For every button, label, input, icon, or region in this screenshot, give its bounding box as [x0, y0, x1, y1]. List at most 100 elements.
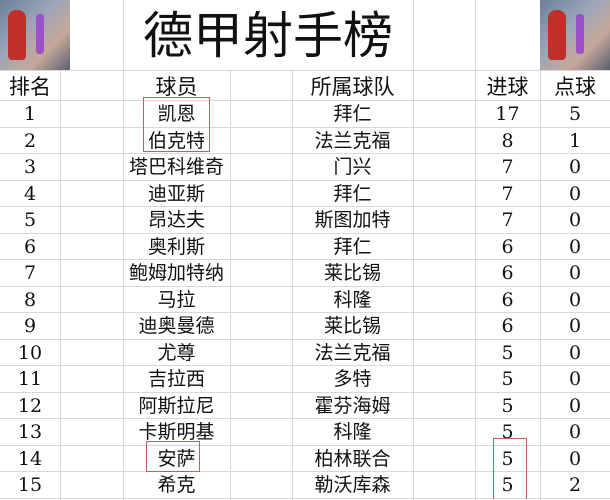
grid-line	[0, 100, 610, 101]
cell-rank: 5	[23, 209, 37, 231]
grid-line	[0, 312, 610, 313]
cell-penalties: 1	[568, 129, 582, 152]
grid-line	[0, 180, 610, 181]
grid-line	[292, 70, 293, 500]
cell-penalties: 0	[568, 341, 582, 364]
header-rank: 排名	[9, 75, 51, 99]
cell-goals: 6	[501, 235, 514, 258]
cell-penalties: 0	[568, 315, 582, 337]
cell-rank: 11	[17, 368, 43, 390]
grid-line	[0, 365, 610, 366]
grid-line	[0, 418, 610, 419]
cell-player: 昂达夫	[147, 209, 205, 231]
cell-player: 伯克特	[147, 129, 205, 152]
cell-rank: 15	[17, 474, 43, 496]
cell-goals: 6	[501, 262, 514, 284]
cell-player: 吉拉西	[147, 368, 205, 390]
grid-line	[60, 0, 61, 500]
grid-line	[0, 445, 610, 446]
header-team: 所属球队	[310, 75, 395, 99]
grid-line	[540, 0, 541, 500]
cell-goals: 6	[501, 315, 514, 337]
cell-team: 拜仁	[333, 235, 372, 258]
cell-team: 多特	[333, 368, 372, 390]
header-player: 球员	[155, 75, 198, 99]
cell-team: 斯图加特	[314, 209, 391, 231]
cell-rank: 7	[23, 262, 37, 284]
cell-team: 门兴	[333, 156, 372, 178]
cell-player: 鲍姆加特纳	[128, 262, 224, 284]
cell-team: 法兰克福	[314, 341, 391, 364]
cell-rank: 14	[17, 447, 43, 470]
highlight-box	[146, 441, 200, 472]
cell-rank: 4	[23, 182, 37, 205]
cell-player: 安萨	[157, 447, 196, 470]
cell-rank: 13	[17, 421, 43, 443]
cell-player: 尤尊	[157, 341, 196, 364]
cell-penalties: 0	[568, 209, 582, 231]
cartoon-image-right	[540, 0, 610, 70]
cell-rank: 9	[23, 315, 37, 337]
grid-line	[0, 70, 610, 71]
highlight-box	[143, 97, 210, 152]
cell-team: 柏林联合	[314, 447, 391, 470]
cell-player: 希克	[157, 474, 196, 496]
cell-team: 法兰克福	[314, 129, 391, 152]
cell-team: 拜仁	[333, 103, 372, 125]
cell-penalties: 0	[568, 235, 582, 258]
page-title: 德甲射手榜	[143, 7, 393, 65]
cell-goals: 7	[501, 182, 514, 205]
cell-rank: 10	[17, 341, 43, 364]
cell-team: 霍芬海姆	[314, 394, 391, 417]
cell-team: 科隆	[333, 288, 372, 311]
cell-rank: 2	[23, 129, 37, 152]
grid-line	[0, 339, 610, 340]
grid-line	[0, 153, 610, 154]
cell-goals: 17	[495, 103, 520, 125]
cell-penalties: 0	[568, 288, 582, 311]
cell-player: 阿斯拉尼	[138, 394, 215, 417]
cell-penalties: 0	[568, 394, 582, 417]
cell-player: 迪亚斯	[147, 182, 205, 205]
cell-rank: 3	[23, 156, 37, 178]
cell-player: 马拉	[157, 288, 196, 311]
cell-penalties: 5	[568, 103, 582, 125]
cell-team: 莱比锡	[323, 315, 381, 337]
cell-goals: 8	[501, 129, 514, 152]
highlight-box	[493, 438, 527, 499]
grid-line	[475, 0, 476, 500]
cell-penalties: 2	[568, 474, 582, 496]
cell-goals: 5	[501, 421, 514, 443]
cell-team: 科隆	[333, 421, 372, 443]
cell-player: 凯恩	[157, 103, 196, 125]
cell-penalties: 0	[568, 447, 582, 470]
header-penalties: 点球	[554, 75, 596, 99]
cell-player: 迪奥曼德	[138, 315, 215, 337]
cell-penalties: 0	[568, 262, 582, 284]
header-goals: 进球	[486, 75, 529, 99]
cell-goals: 5	[501, 368, 514, 390]
cell-rank: 8	[23, 288, 37, 311]
cell-goals: 6	[501, 288, 514, 311]
cell-player: 卡斯明基	[138, 421, 215, 443]
cell-goals: 7	[501, 156, 514, 178]
grid-line	[413, 0, 414, 500]
grid-line	[0, 259, 610, 260]
grid-line	[0, 392, 610, 393]
cell-rank: 12	[17, 394, 43, 417]
cell-goals: 7	[501, 209, 514, 231]
grid-line	[0, 233, 610, 234]
grid-line	[123, 0, 124, 500]
cell-penalties: 0	[568, 368, 582, 390]
cell-penalties: 0	[568, 182, 582, 205]
cartoon-image-left	[0, 0, 70, 70]
cell-player: 奥利斯	[147, 235, 205, 258]
cell-penalties: 0	[568, 156, 582, 178]
cell-team: 拜仁	[333, 182, 372, 205]
grid-line	[0, 127, 610, 128]
grid-line	[0, 471, 610, 472]
cell-goals: 5	[501, 394, 514, 417]
cell-player: 塔巴科维奇	[128, 156, 224, 178]
cell-team: 莱比锡	[323, 262, 381, 284]
